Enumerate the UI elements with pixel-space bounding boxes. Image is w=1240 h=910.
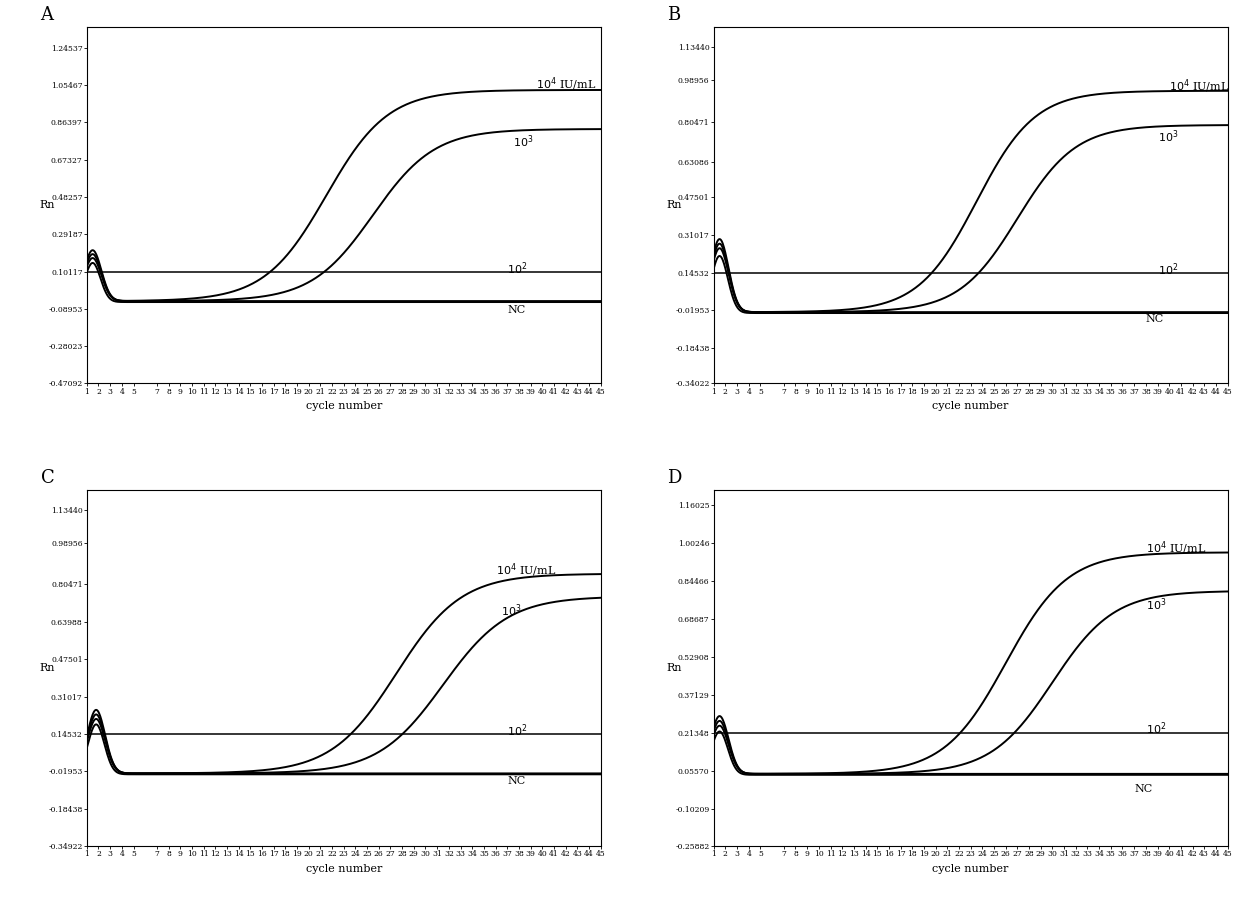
Text: B: B [667,6,681,24]
Y-axis label: Rn: Rn [666,663,682,673]
Text: $10^4$ IU/mL: $10^4$ IU/mL [1146,539,1207,557]
X-axis label: cycle number: cycle number [932,401,1009,411]
Text: D: D [667,469,682,487]
Text: $10^3$: $10^3$ [1157,128,1178,145]
Y-axis label: Rn: Rn [666,200,682,210]
Text: $10^2$: $10^2$ [1157,261,1178,278]
Text: C: C [41,469,55,487]
Text: $10^3$: $10^3$ [501,602,522,619]
Text: $10^2$: $10^2$ [507,723,528,739]
Text: A: A [41,6,53,24]
Text: $10^4$ IU/mL: $10^4$ IU/mL [1169,77,1229,95]
Text: NC: NC [1146,315,1164,325]
Text: NC: NC [507,305,526,315]
Text: $10^4$ IU/mL: $10^4$ IU/mL [496,561,556,579]
Text: $10^2$: $10^2$ [507,260,528,278]
X-axis label: cycle number: cycle number [932,864,1009,874]
X-axis label: cycle number: cycle number [305,864,382,874]
Text: $10^3$: $10^3$ [1146,596,1167,612]
Text: $10^4$ IU/mL: $10^4$ IU/mL [537,76,596,93]
Y-axis label: Rn: Rn [40,200,55,210]
Y-axis label: Rn: Rn [40,663,55,673]
Text: NC: NC [507,775,526,785]
Text: NC: NC [1135,784,1152,794]
Text: $10^3$: $10^3$ [513,133,533,149]
X-axis label: cycle number: cycle number [305,401,382,411]
Text: $10^2$: $10^2$ [1146,721,1167,737]
